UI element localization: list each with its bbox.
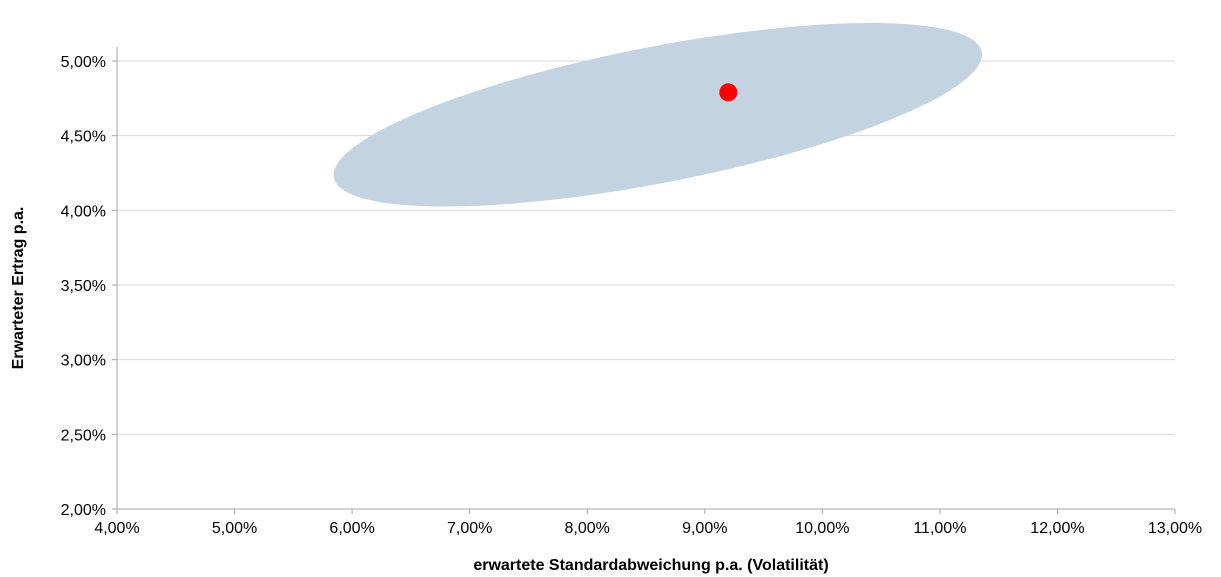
x-tick-label-9: 13,00% bbox=[1148, 520, 1202, 537]
data-points bbox=[719, 83, 738, 102]
tick-labels: 2,00% 2,50% 3,00% 3,50% 4,00% 4,50% 5,00% 4,00%… bbox=[61, 54, 1203, 537]
y-tick-label-0: 2,00% bbox=[61, 502, 106, 519]
y-tick-label-2: 3,00% bbox=[61, 353, 106, 370]
y-axis-title: Erwarteter Ertrag p.a. bbox=[10, 207, 27, 370]
axes bbox=[112, 47, 1176, 514]
x-tick-label-6: 10,00% bbox=[795, 520, 849, 537]
ellipse-region bbox=[333, 22, 982, 207]
x-tick-label-8: 12,00% bbox=[1030, 520, 1084, 537]
x-tick-label-2: 6,00% bbox=[329, 520, 374, 537]
confidence-ellipse bbox=[333, 22, 982, 207]
x-tick-label-4: 8,00% bbox=[565, 520, 610, 537]
x-tick-label-1: 5,00% bbox=[212, 520, 257, 537]
x-tick-label-7: 11,00% bbox=[913, 520, 966, 537]
y-tick-label-1: 2,50% bbox=[61, 427, 106, 444]
data-point-0-0 bbox=[719, 83, 738, 102]
y-tick-label-5: 4,50% bbox=[61, 129, 106, 146]
x-tick-label-3: 7,00% bbox=[447, 520, 492, 537]
y-tick-label-3: 3,50% bbox=[61, 278, 106, 295]
y-tick-label-6: 5,00% bbox=[61, 54, 106, 71]
x-tick-label-0: 4,00% bbox=[94, 520, 139, 537]
y-tick-label-4: 4,00% bbox=[61, 203, 106, 220]
x-tick-label-5: 9,00% bbox=[682, 520, 727, 537]
x-axis-title: erwartete Standardabweichung p.a. (Volat… bbox=[473, 557, 828, 574]
